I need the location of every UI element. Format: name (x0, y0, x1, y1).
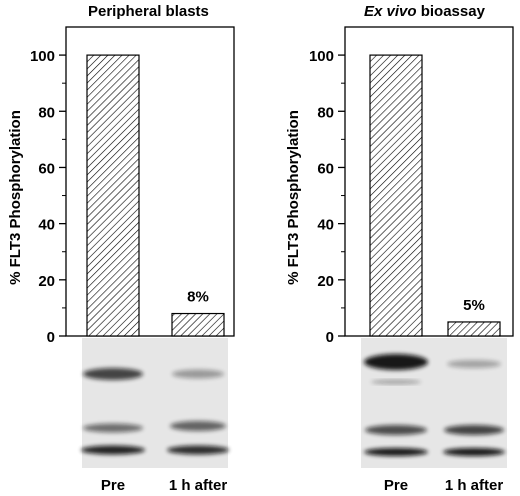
blot-band (172, 369, 224, 379)
chart-title-left: Peripheral blasts (88, 3, 209, 20)
chart-panel-0: 0 20 40 60 80 100 % FLT3 Phosphorylation 8% Pre 1… (7, 26, 235, 494)
chart-title-right-italic: Ex vivo (364, 3, 417, 20)
bar-Pre (369, 54, 423, 337)
blot-band (83, 368, 143, 380)
y-tick-label: 40 (38, 217, 55, 234)
y-tick-label: 100 (309, 48, 334, 65)
x-category-label: Pre (384, 477, 408, 494)
chart-title-right: Ex vivo bioassay (364, 3, 485, 20)
blot-band (170, 421, 226, 431)
x-category-label: 1 h after (445, 477, 504, 494)
y-tick-label: 60 (317, 160, 334, 177)
data-label: 5% (463, 297, 485, 314)
blot-band (167, 445, 229, 455)
western-blot-image (81, 338, 229, 468)
blot-band (365, 425, 427, 435)
plot-frame (344, 26, 514, 337)
y-tick-label: 20 (38, 273, 55, 290)
y-tick-label: 20 (317, 273, 334, 290)
y-tick-label: 0 (326, 329, 334, 346)
blot-band (364, 354, 428, 370)
chart-title-right-text: bioassay (420, 3, 485, 20)
bar-1 h after (171, 312, 225, 337)
x-category-label: Pre (101, 477, 125, 494)
blot-band (447, 360, 501, 368)
y-axis-label: % FLT3 Phosphorylation (285, 110, 302, 285)
plot-frame (65, 26, 235, 337)
blot-band (371, 380, 421, 384)
y-tick-label: 80 (38, 104, 55, 121)
blot-band (81, 445, 145, 455)
y-tick-label: 0 (47, 329, 55, 346)
blot-band (443, 448, 505, 456)
bar-1 h after (447, 321, 501, 337)
data-label: 8% (187, 289, 209, 306)
y-tick-label: 60 (38, 160, 55, 177)
blot-band (444, 425, 504, 435)
blot-band (364, 448, 428, 456)
y-tick-label: 40 (317, 217, 334, 234)
x-category-label: 1 h after (169, 477, 228, 494)
chart-title-left-text: Peripheral blasts (88, 3, 209, 20)
chart-panel-1: 0 20 40 60 80 100 % FLT3 Phosphorylation 5% Pre 1… (285, 26, 514, 494)
bar-Pre (86, 54, 140, 337)
y-tick-label: 80 (317, 104, 334, 121)
y-axis-label: % FLT3 Phosphorylation (7, 110, 24, 285)
western-blot-image (361, 338, 507, 468)
blot-band (83, 423, 143, 433)
y-tick-label: 100 (30, 48, 55, 65)
